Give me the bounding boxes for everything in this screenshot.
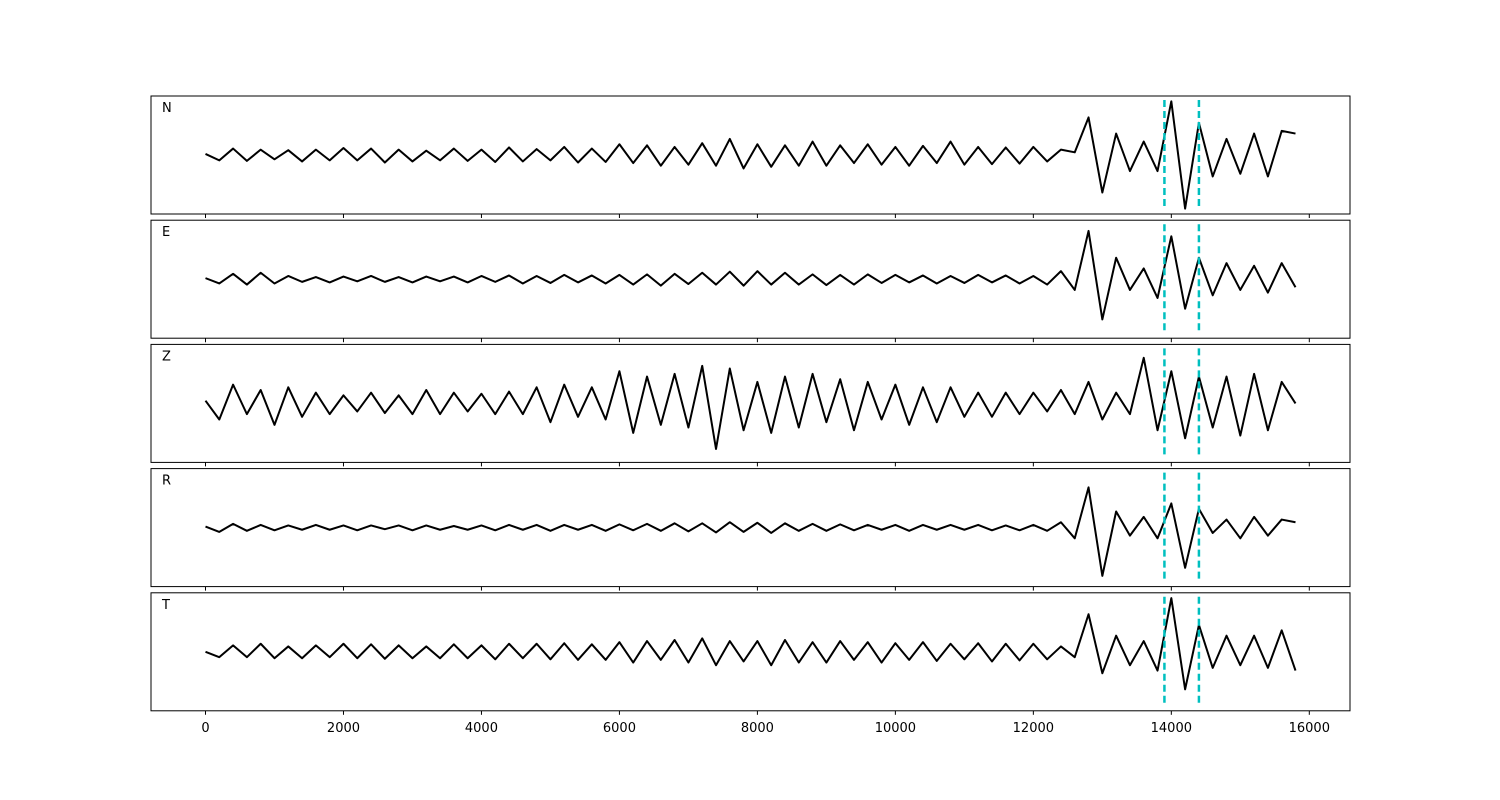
panel-frame [150,468,1351,588]
panel-label: T [161,598,170,613]
x-tick-label: 8000 [741,721,774,736]
x-tick-label: 10000 [875,721,916,736]
trace [205,597,1297,691]
x-tick-label: 6000 [603,721,636,736]
x-tick-label: 4000 [465,721,498,736]
panel-label: N [162,101,172,116]
panel-frame [150,592,1351,712]
x-tick-label: 12000 [1013,721,1054,736]
panel-frame [150,219,1351,339]
panel-frame [150,95,1351,215]
trace [205,486,1296,577]
panel-frame [150,343,1351,463]
x-tick-label: 0 [201,721,209,736]
panel-label: Z [162,349,171,364]
trace [205,100,1296,210]
panel-label: R [162,474,171,489]
trace [205,229,1297,321]
trace [204,356,1297,450]
x-tick-label: 2000 [327,721,360,736]
x-tick-label: 14000 [1151,721,1192,736]
x-tick-label: 16000 [1289,721,1330,736]
panel-label: E [162,225,170,240]
